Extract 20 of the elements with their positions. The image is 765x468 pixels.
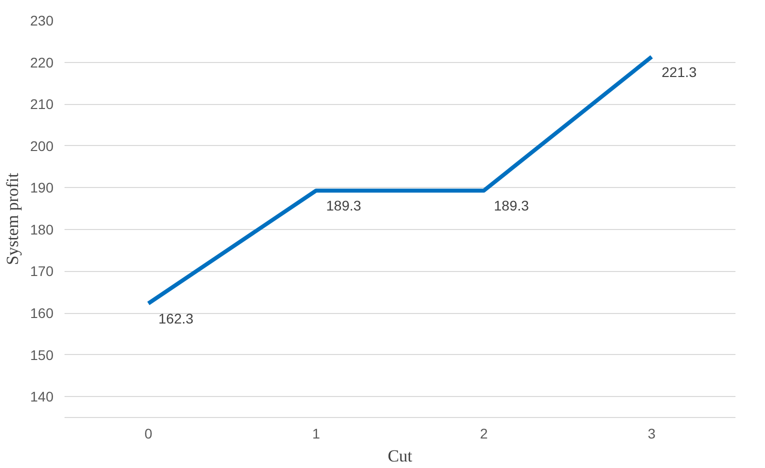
- data-label: 162.3: [158, 310, 194, 326]
- y-tick-label: 150: [30, 346, 54, 363]
- x-tick-label: 1: [312, 426, 320, 442]
- y-tick-label: 160: [30, 305, 54, 322]
- y-tick-label: 210: [30, 96, 54, 112]
- x-tick-label: 3: [648, 426, 656, 442]
- y-tick-label: 200: [30, 138, 54, 154]
- data-label: 189.3: [326, 198, 362, 214]
- y-axis-title: System profit: [3, 172, 22, 266]
- y-tick-label: 170: [30, 263, 54, 280]
- x-axis-title: Cut: [388, 446, 413, 466]
- data-label: 221.3: [662, 64, 697, 80]
- y-tick-label: 230: [30, 12, 54, 28]
- y-tick-label: 180: [30, 221, 54, 238]
- y-tick-label: 190: [30, 180, 54, 196]
- data-label: 189.3: [494, 198, 530, 214]
- y-tick-label: 140: [30, 388, 54, 405]
- y-tick-label: 220: [30, 54, 54, 70]
- x-tick-label: 0: [144, 426, 152, 442]
- x-tick-label: 2: [480, 426, 488, 442]
